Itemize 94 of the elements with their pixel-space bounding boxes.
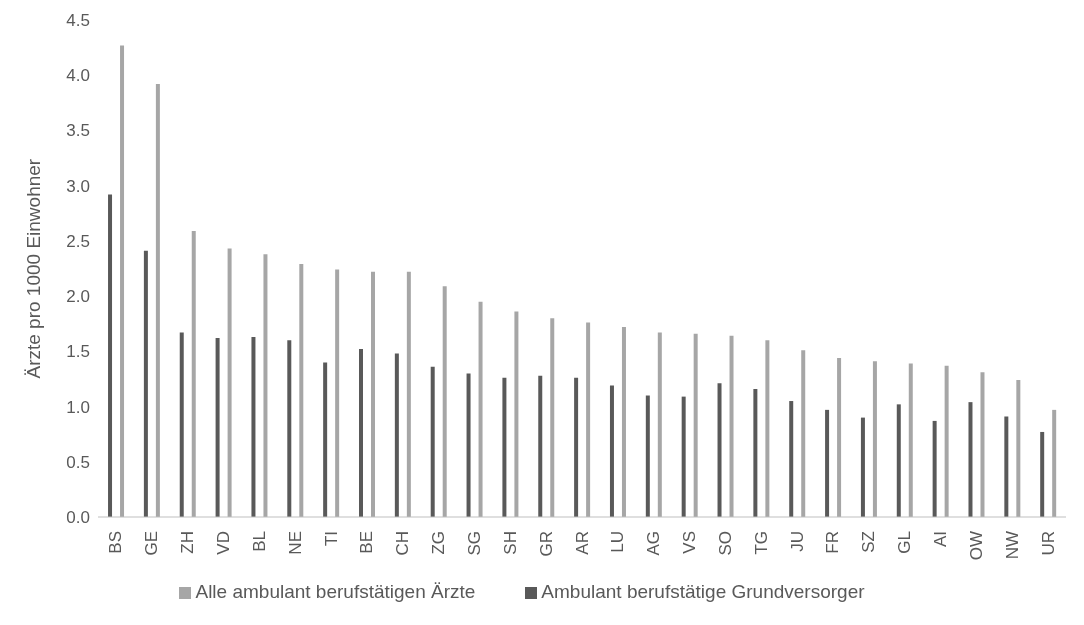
x-tick-label: FR [823, 531, 843, 554]
y-tick-label: 4.5 [66, 11, 90, 31]
bar [789, 401, 794, 517]
x-tick-label: SZ [859, 531, 879, 553]
bar [179, 332, 184, 517]
bar [287, 340, 292, 517]
bar [478, 301, 483, 517]
x-tick-label: AR [572, 531, 592, 555]
bar [968, 402, 973, 517]
bar [550, 318, 555, 517]
x-tick-label: BS [106, 531, 126, 554]
x-tick-label: TI [321, 531, 341, 547]
bar [1040, 431, 1045, 517]
y-tick-label: 3.0 [66, 176, 90, 196]
bar [657, 332, 662, 517]
bar [932, 420, 937, 517]
bar [980, 372, 985, 517]
bar [621, 327, 626, 517]
x-tick-label: SO [715, 531, 735, 556]
x-tick-label: SG [464, 531, 484, 556]
bar [466, 373, 471, 517]
x-tick-label: NE [285, 531, 305, 555]
bar [801, 350, 806, 517]
bar [394, 353, 399, 517]
bar [335, 269, 340, 517]
x-tick-label: ZH [178, 531, 198, 554]
bar [825, 409, 830, 517]
bar [191, 230, 196, 517]
y-axis-title: Ärzte pro 1000 Einwohner [22, 158, 44, 379]
bar [538, 375, 543, 517]
legend-label: Ambulant berufstätige Grundversorger [541, 581, 865, 602]
bar [586, 322, 591, 517]
bar [609, 385, 614, 517]
bar [502, 377, 507, 517]
x-tick-label: NW [1002, 531, 1022, 560]
bar [1052, 409, 1057, 517]
y-tick-label: 1.5 [66, 342, 90, 362]
legend-label: Alle ambulant berufstätigen Ärzte [195, 581, 476, 602]
bar [872, 361, 877, 517]
bar [263, 254, 268, 517]
bar [645, 395, 650, 517]
x-tick-label: AI [931, 531, 951, 548]
bar [944, 365, 949, 517]
bar [860, 417, 865, 517]
y-tick-label: 1.0 [66, 397, 90, 417]
bar [729, 335, 734, 517]
bar [765, 340, 770, 517]
x-tick-label: CH [393, 531, 413, 556]
y-tick-label: 2.5 [66, 231, 90, 251]
x-tick-label: JU [787, 531, 807, 552]
x-tick-label: TG [751, 531, 771, 555]
bar [1004, 416, 1009, 517]
x-tick-label: SH [500, 531, 520, 555]
bar [1016, 380, 1021, 517]
y-tick-label: 3.5 [66, 121, 90, 141]
x-tick-label: GL [895, 531, 915, 554]
x-tick-label: GR [536, 531, 556, 557]
bar [908, 363, 913, 517]
x-tick-label: BL [249, 531, 269, 552]
bar [120, 45, 125, 517]
bar [753, 388, 758, 517]
bar [155, 84, 160, 517]
x-tick-label: AG [644, 531, 664, 556]
bar [323, 362, 328, 517]
x-tick-label: BE [357, 531, 377, 554]
y-tick-label: 2.0 [66, 287, 90, 307]
bar [681, 396, 686, 517]
x-tick-label: UR [1038, 531, 1058, 556]
bar [227, 248, 232, 517]
x-tick-label: ZG [429, 531, 449, 555]
x-tick-label: LU [608, 531, 628, 553]
bar [442, 286, 447, 517]
bar [574, 377, 579, 517]
bar [215, 338, 220, 517]
bar [896, 404, 901, 517]
y-tick-label: 0.0 [66, 508, 90, 528]
bar [359, 349, 363, 517]
x-tick-label: VS [680, 531, 700, 554]
bar [251, 336, 256, 517]
bar [837, 357, 842, 517]
x-tick-label: OW [966, 531, 986, 561]
bar [108, 194, 113, 517]
bar [430, 366, 435, 517]
bar [693, 333, 698, 517]
x-tick-label: VD [213, 531, 233, 555]
bar [717, 383, 722, 517]
bar [514, 311, 519, 517]
bar [371, 271, 375, 517]
bar [143, 250, 148, 517]
bar [299, 264, 304, 517]
y-tick-label: 4.0 [66, 66, 90, 86]
bar [406, 271, 411, 517]
y-tick-label: 0.5 [66, 452, 90, 472]
x-tick-label: GE [142, 531, 162, 556]
